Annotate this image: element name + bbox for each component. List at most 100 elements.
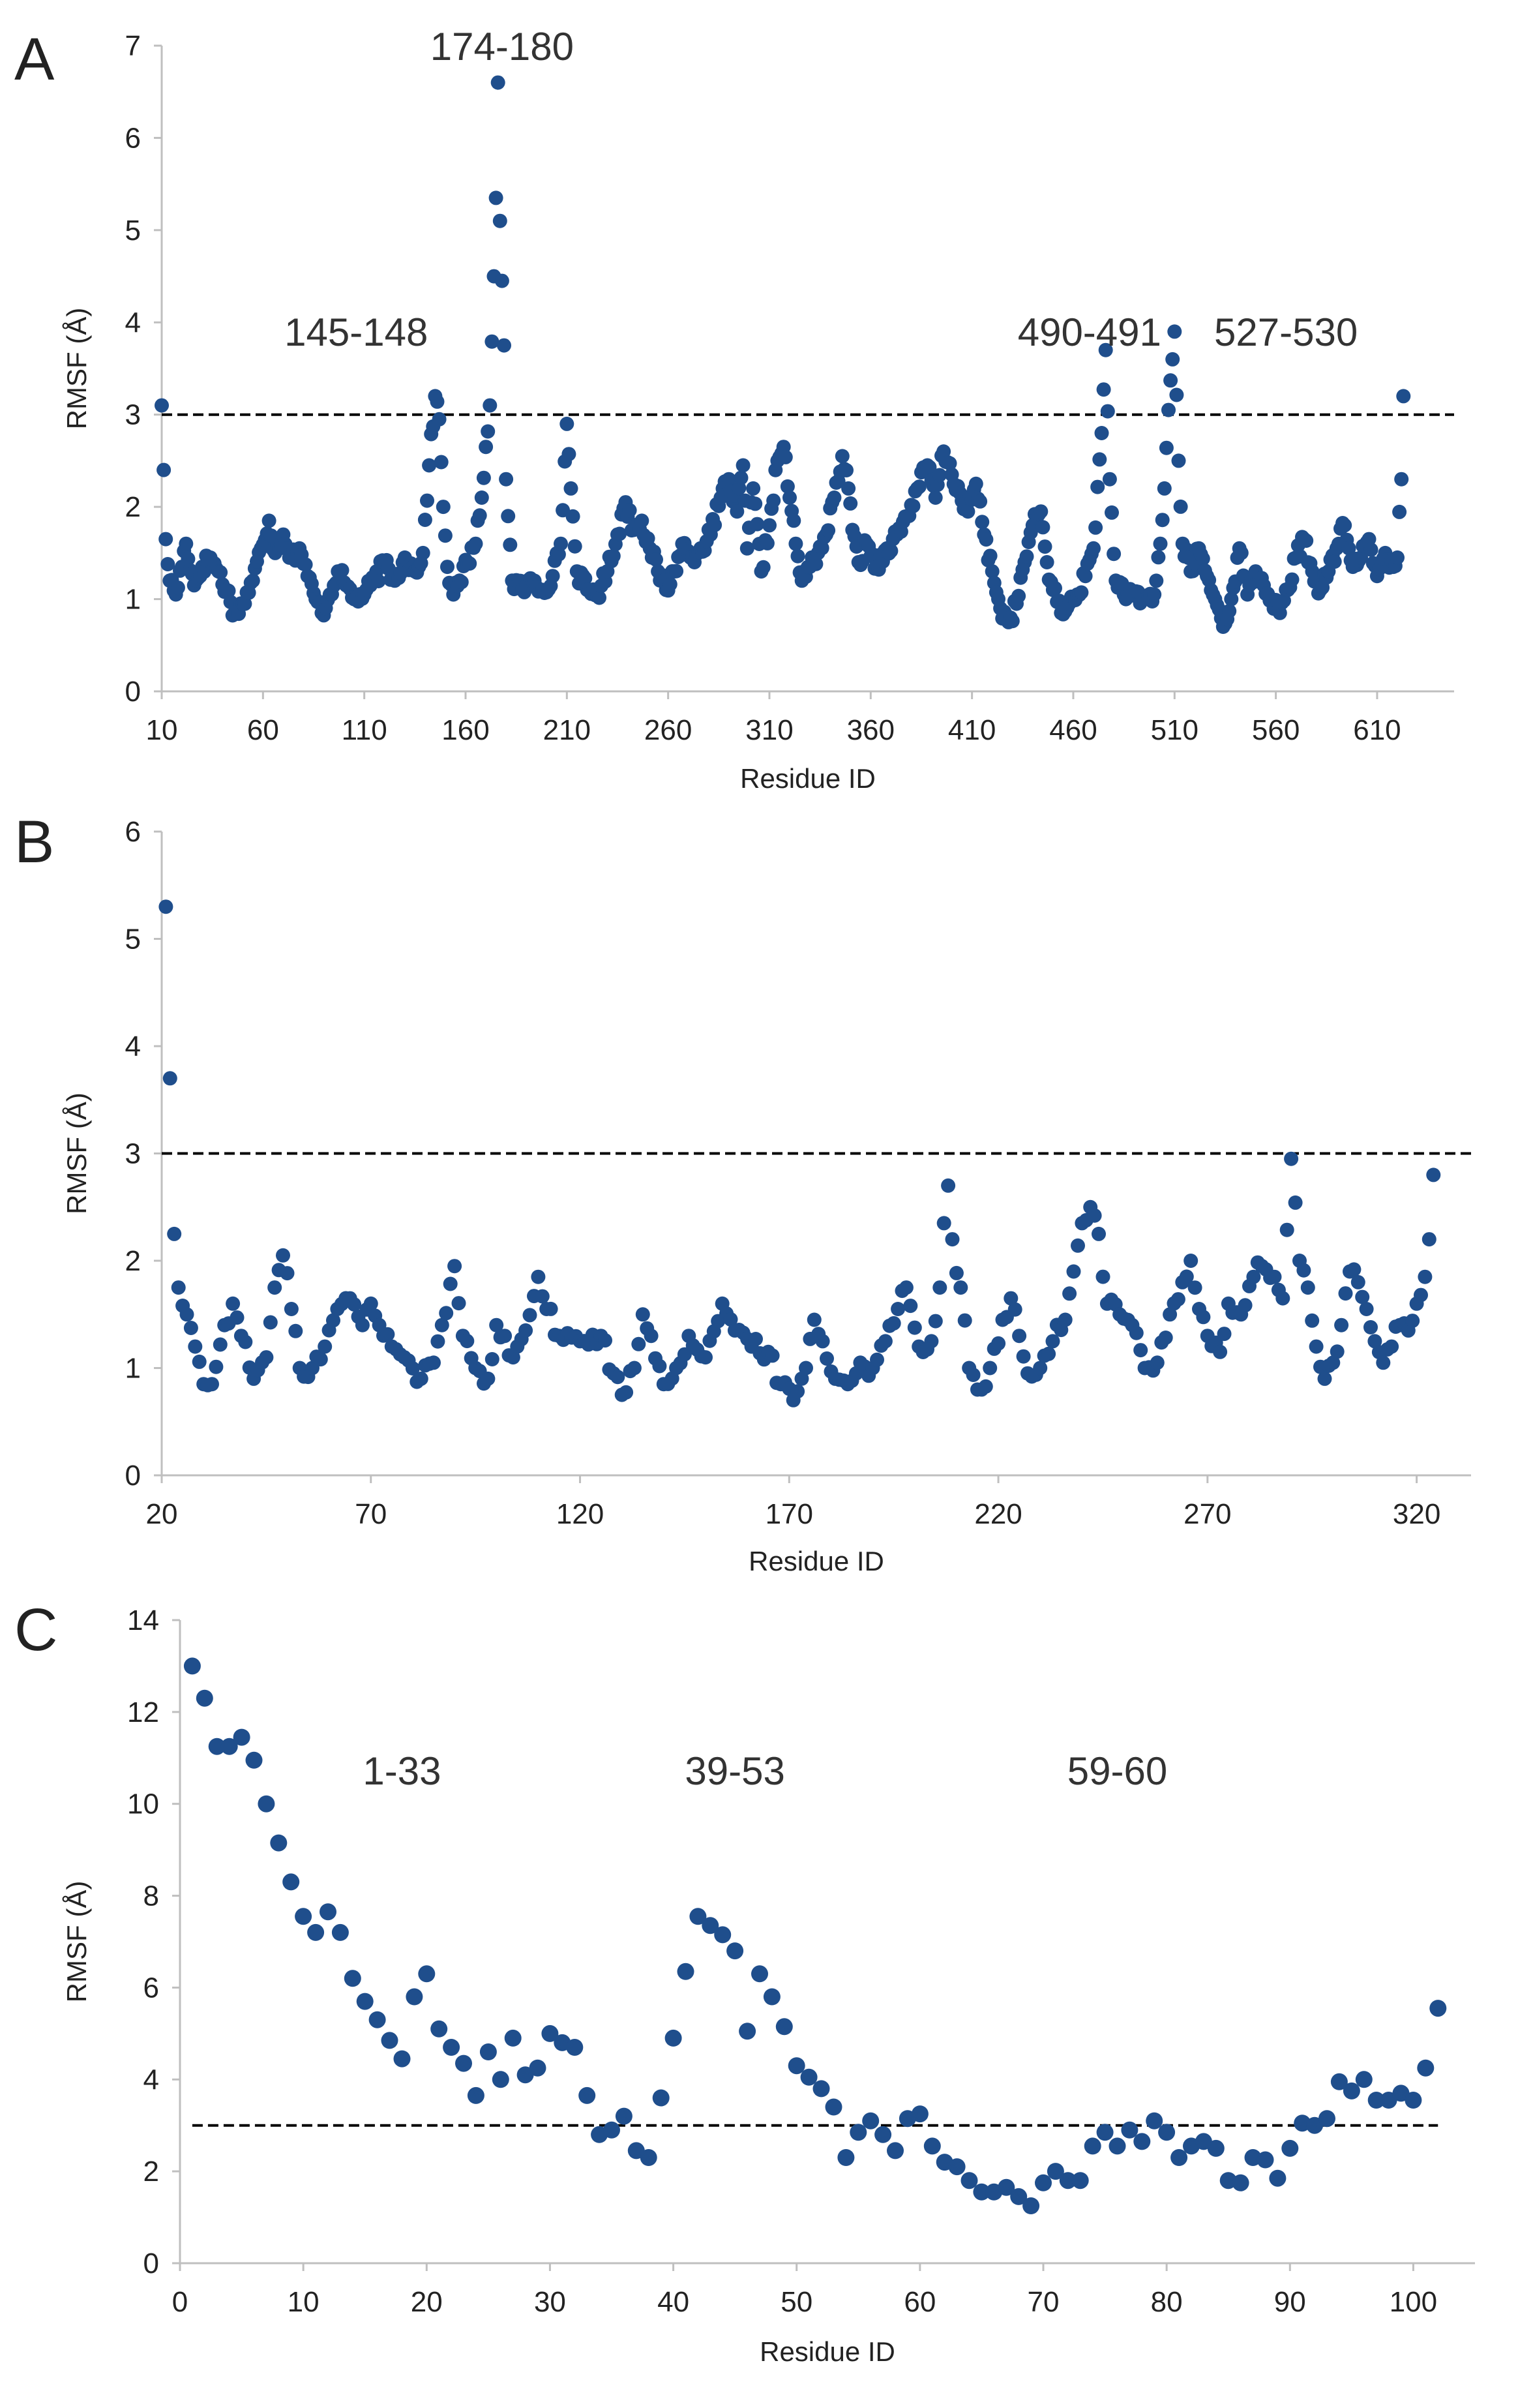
data-point — [559, 416, 574, 431]
data-point — [1355, 2071, 1373, 2088]
data-point — [1158, 1331, 1173, 1345]
data-point — [1092, 1226, 1106, 1241]
data-point — [1150, 1355, 1165, 1370]
data-point — [924, 1334, 939, 1349]
data-point — [807, 1312, 822, 1327]
data-point — [751, 1965, 768, 1983]
data-point — [1392, 2084, 1410, 2102]
data-point — [1187, 1280, 1202, 1295]
data-point — [1005, 614, 1020, 629]
data-point — [788, 536, 803, 551]
data-point — [1267, 1269, 1282, 1284]
data-point — [814, 541, 829, 556]
data-point — [213, 1337, 228, 1352]
data-point — [331, 1923, 349, 1941]
x-tick-label: 260 — [644, 714, 692, 746]
data-point — [451, 1296, 466, 1311]
data-point — [1034, 504, 1049, 519]
data-point — [179, 536, 194, 551]
data-point — [171, 1280, 186, 1295]
data-point — [739, 2023, 756, 2040]
data-point — [226, 1296, 241, 1311]
data-point — [1147, 587, 1162, 602]
data-point — [766, 493, 781, 508]
y-axis-title: RMSF (Å) — [61, 1881, 92, 2003]
data-point — [420, 493, 434, 508]
panel-letter: B — [14, 809, 54, 875]
data-point — [170, 580, 185, 595]
data-point — [874, 2126, 892, 2143]
data-point — [1330, 2073, 1348, 2090]
data-point — [677, 1347, 692, 1362]
data-point — [422, 458, 437, 473]
data-point — [978, 1379, 993, 1394]
data-point — [263, 1315, 278, 1330]
data-point — [1159, 440, 1174, 455]
data-point — [497, 338, 511, 353]
data-point — [1367, 2092, 1385, 2109]
data-point — [1363, 542, 1378, 557]
x-axis-title: Residue ID — [740, 763, 876, 794]
x-tick-label: 60 — [904, 2286, 936, 2318]
data-point — [610, 1370, 625, 1385]
region-annotation: 527-530 — [1214, 310, 1358, 354]
data-point — [1157, 481, 1172, 496]
data-point — [1171, 453, 1186, 468]
data-point — [318, 1339, 333, 1354]
data-point — [1170, 1292, 1185, 1307]
data-point — [923, 2137, 941, 2155]
data-point — [721, 472, 736, 487]
y-tick-label: 8 — [143, 1880, 159, 1912]
data-point — [1317, 1371, 1332, 1386]
data-point — [1341, 541, 1356, 556]
data-point — [1109, 2137, 1126, 2155]
region-annotation: 490-491 — [1018, 310, 1161, 354]
data-point — [578, 2086, 596, 2104]
data-point — [347, 1297, 362, 1312]
data-point — [578, 571, 593, 586]
data-point — [1417, 2059, 1435, 2077]
data-point — [912, 479, 927, 494]
data-point — [245, 573, 260, 588]
data-point — [481, 1371, 496, 1386]
x-tick-label: 160 — [441, 714, 489, 746]
data-point — [1337, 518, 1352, 533]
data-point — [750, 517, 765, 532]
data-point — [942, 456, 957, 471]
data-point — [714, 1926, 732, 1944]
data-point — [183, 1657, 201, 1675]
data-point — [884, 543, 899, 558]
data-point — [932, 1280, 947, 1295]
data-point — [313, 1352, 328, 1367]
data-point — [1058, 1312, 1073, 1327]
data-point — [1426, 1167, 1441, 1182]
data-point — [505, 1350, 520, 1365]
data-point — [973, 2183, 990, 2201]
data-point — [434, 1317, 449, 1332]
y-tick-label: 4 — [143, 2064, 159, 2096]
data-point — [1232, 2174, 1249, 2191]
data-point — [790, 549, 805, 564]
data-point — [799, 1361, 813, 1376]
data-point — [1179, 1269, 1194, 1284]
data-point — [1327, 554, 1342, 569]
data-point — [622, 503, 637, 518]
panel-letter: A — [14, 26, 55, 93]
data-point — [1107, 547, 1122, 562]
region-annotation: 145-148 — [284, 310, 428, 354]
panel-c: C 0 2 4 6 8 10 12 14 0 10 20 30 40 50 60 70 80 90 100 Residu… — [14, 1597, 1475, 2367]
data-point — [815, 1334, 830, 1349]
data-point — [788, 2057, 805, 2075]
x-tick-label: 20 — [146, 1498, 178, 1530]
x-tick-label: 610 — [1353, 714, 1401, 746]
data-point — [406, 1988, 423, 2006]
data-point — [479, 2043, 497, 2060]
y-tick-label: 0 — [125, 1460, 141, 1492]
data-point — [162, 1071, 177, 1086]
data-point — [356, 1993, 374, 2010]
data-point — [543, 1301, 558, 1316]
data-point — [1296, 1263, 1311, 1278]
data-point — [160, 557, 175, 571]
data-point — [1098, 342, 1113, 357]
data-point — [1363, 1320, 1378, 1334]
